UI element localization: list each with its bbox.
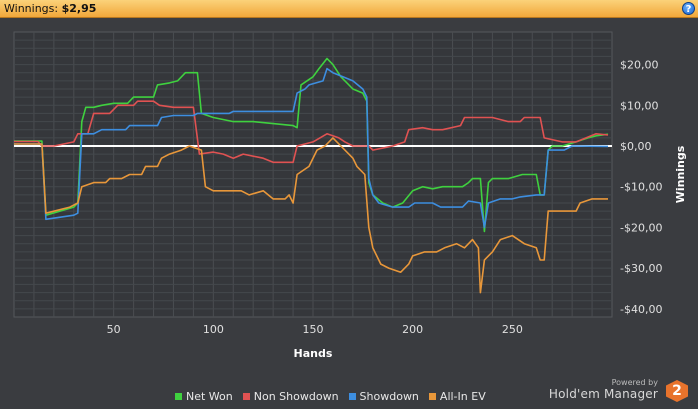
series-line-net-won bbox=[14, 57, 609, 233]
winnings-value: $2,95 bbox=[61, 2, 97, 15]
legend-swatch bbox=[242, 393, 250, 400]
legend-swatch bbox=[175, 393, 182, 400]
chart-legend: Net Won Non Showdown Showdown All-In EV bbox=[175, 390, 486, 403]
x-tick-label: 200 bbox=[402, 323, 423, 336]
legend-label: Non Showdown bbox=[253, 390, 339, 403]
branding: Powered by Hold'em Manager bbox=[549, 378, 658, 401]
legend-item-showdown[interactable]: Showdown bbox=[348, 390, 419, 403]
x-tick-label: 150 bbox=[303, 323, 324, 336]
legend-item-all-in-ev[interactable]: All-In EV bbox=[428, 390, 486, 403]
y-tick-label: -$40,00 bbox=[620, 303, 662, 316]
legend-swatch bbox=[348, 393, 356, 400]
y-tick-label: -$20,00 bbox=[620, 221, 662, 234]
winnings-summary: Winnings: $2,95 bbox=[4, 2, 96, 15]
series-line-all-in-ev bbox=[14, 137, 608, 294]
legend-swatch bbox=[428, 393, 436, 400]
series-line-showdown bbox=[14, 67, 609, 229]
y-tick-label: $0,00 bbox=[620, 140, 652, 153]
legend-item-non-showdown[interactable]: Non Showdown bbox=[242, 390, 339, 403]
title-bar: Winnings: $2,95 ? bbox=[0, 0, 698, 18]
x-tick-label: 100 bbox=[203, 323, 224, 336]
brand-name: Hold'em Manager bbox=[548, 387, 658, 401]
x-tick-label: 50 bbox=[107, 323, 121, 336]
y-axis-label: Winnings bbox=[674, 145, 687, 203]
series-line-non-showdown bbox=[14, 100, 609, 164]
powered-by-text: Powered by bbox=[611, 378, 658, 387]
winnings-chart: 50 100 150 200 250 $20,00 $10,00 $0,00 -$10,00 -$… bbox=[13, 31, 687, 360]
y-tick-label: -$10,00 bbox=[620, 181, 662, 194]
legend-label: Showdown bbox=[359, 390, 419, 403]
legend-label: Net Won bbox=[186, 390, 233, 403]
y-tick-label: $10,00 bbox=[620, 99, 659, 112]
x-axis-label: Hands bbox=[294, 347, 333, 360]
hem-logo-icon: 2 bbox=[666, 380, 688, 402]
y-tick-label: -$30,00 bbox=[620, 262, 662, 275]
x-tick-label: 250 bbox=[502, 323, 523, 336]
legend-item-net-won[interactable]: Net Won bbox=[175, 390, 233, 403]
y-tick-label: $20,00 bbox=[620, 59, 659, 72]
winnings-label: Winnings: bbox=[4, 2, 59, 15]
help-icon[interactable]: ? bbox=[682, 2, 695, 15]
legend-label: All-In EV bbox=[439, 390, 486, 403]
